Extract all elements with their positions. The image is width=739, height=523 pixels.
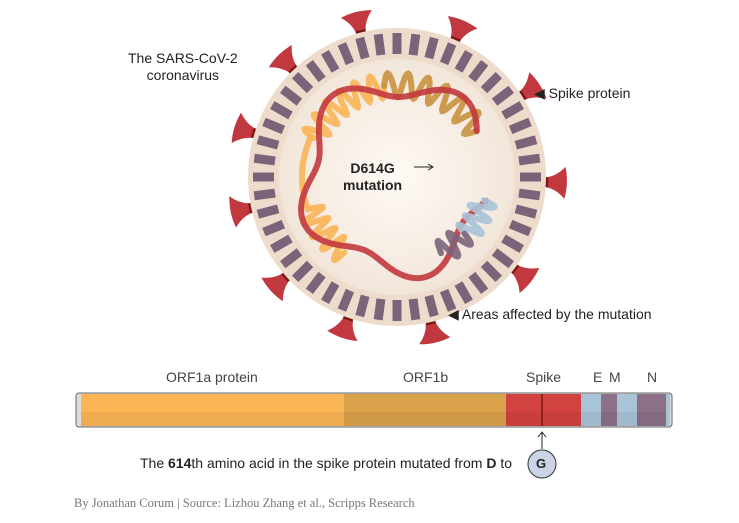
label-n: N: [647, 369, 658, 385]
membrane-protein: [392, 300, 402, 321]
label-orf1b: ORF1b: [403, 369, 449, 385]
membrane-protein: [373, 298, 386, 321]
segment-orf1a: [81, 394, 344, 426]
membrane-protein: [262, 117, 286, 135]
membrane-protein: [468, 60, 489, 83]
membrane-protein: [439, 42, 457, 66]
membrane-protein: [480, 71, 503, 94]
rna-segment: [297, 85, 489, 282]
membrane-protein: [491, 248, 514, 269]
membrane-protein: [408, 298, 421, 321]
segment-e: [581, 394, 601, 426]
membrane-protein: [520, 172, 541, 182]
membrane-protein: [468, 271, 489, 294]
rna-segment: [455, 197, 498, 238]
membrane-protein: [480, 260, 503, 283]
membrane-protein: [321, 281, 340, 304]
membrane-protein: [501, 101, 524, 120]
credit-line: By Jonathan Corum | Source: Lizhou Zhang…: [74, 496, 415, 510]
membrane-protein: [253, 153, 276, 166]
membrane-protein: [262, 219, 286, 237]
membrane-protein: [337, 42, 355, 66]
membrane-protein: [424, 294, 439, 318]
spike-icon: [536, 166, 567, 199]
membrane-protein: [270, 101, 293, 120]
membrane-protein: [454, 281, 473, 304]
membrane-protein: [253, 188, 276, 201]
membrane-protein: [454, 50, 473, 73]
membrane-protein: [256, 204, 280, 219]
rna-coil: [297, 69, 498, 282]
areas-affected-label: ◀ Areas affected by the mutation: [448, 306, 652, 322]
membrane-protein: [321, 50, 340, 73]
membrane-protein: [305, 271, 326, 294]
membrane-protein: [280, 248, 303, 269]
membrane-protein: [270, 234, 293, 253]
membrane-protein: [514, 204, 538, 219]
label-spike: Spike: [526, 369, 562, 385]
mutated-residue: G: [536, 456, 547, 471]
virus-label: The SARS-CoV-2 coronavirus: [128, 50, 238, 83]
rna-segment: [381, 69, 482, 138]
membrane-protein: [291, 71, 314, 94]
membrane-protein: [256, 135, 280, 150]
mutation-label: D614G mutation: [343, 160, 403, 193]
genome-bar: [75, 392, 673, 428]
membrane-protein: [305, 60, 326, 83]
rna-segment: [434, 229, 474, 260]
membrane-protein: [508, 117, 532, 135]
spike-protein-label: ◀ Spike protein: [534, 85, 631, 101]
label-m: M: [609, 369, 621, 385]
label-e: E: [593, 369, 603, 385]
segment-n: [637, 394, 666, 426]
membrane-protein: [280, 85, 303, 106]
membrane-protein: [491, 85, 514, 106]
membrane-protein: [518, 153, 541, 166]
mutation-caption: The 614th amino acid in the spike protei…: [140, 455, 513, 471]
g-circle: [527, 449, 557, 479]
membrane-protein: [355, 294, 370, 318]
segment-m: [601, 394, 617, 426]
membrane-protein: [408, 33, 421, 56]
membrane-protein: [518, 188, 541, 201]
membrane-protein: [508, 219, 532, 237]
membrane-protein: [424, 36, 439, 60]
membrane-protein: [501, 234, 524, 253]
mutation-arrowhead: [427, 163, 434, 171]
membrane-proteins: [253, 33, 541, 321]
membrane-protein: [337, 288, 355, 312]
membrane-protein: [439, 288, 457, 312]
membrane-protein: [514, 135, 538, 150]
membrane-protein: [392, 33, 402, 54]
membrane-protein: [291, 260, 314, 283]
segment-spike: [506, 394, 581, 426]
segment-orf1b: [344, 394, 506, 426]
label-orf1a: ORF1a protein: [166, 369, 258, 385]
membrane-protein: [355, 36, 370, 60]
membrane-protein: [373, 33, 386, 56]
membrane-protein: [253, 172, 274, 182]
